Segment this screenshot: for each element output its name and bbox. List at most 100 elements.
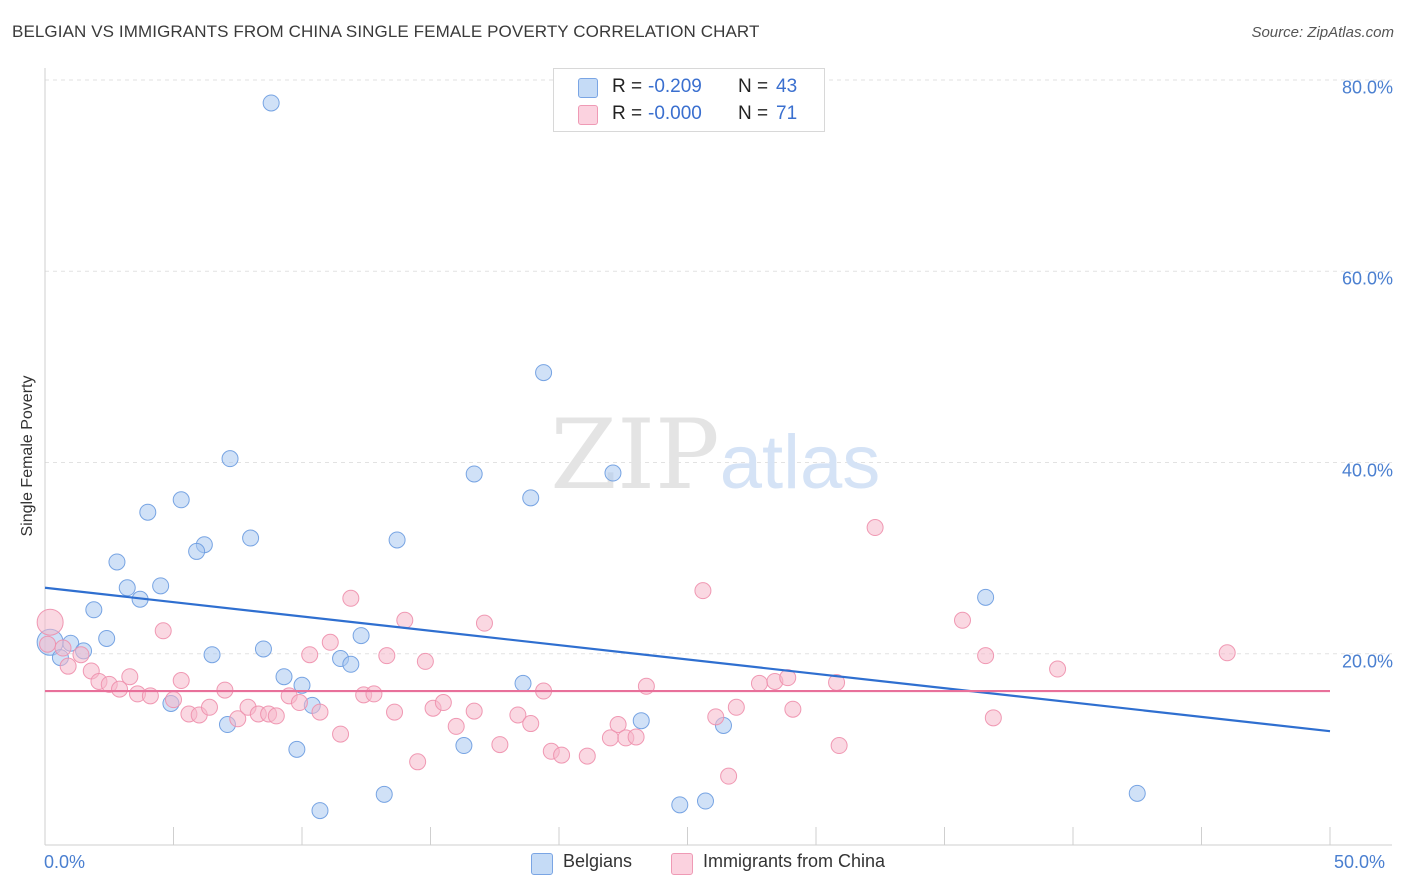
china-point — [627, 728, 645, 746]
watermark-atlas: atlas — [720, 420, 881, 505]
belgian-point — [352, 627, 370, 645]
belgian-point — [98, 629, 116, 647]
y-tick-label: 40.0% — [1341, 460, 1393, 480]
china-point — [609, 716, 627, 734]
china-point — [267, 707, 285, 725]
belgian-point — [342, 655, 360, 673]
legend-n-label: N = — [738, 76, 769, 97]
belgian-point — [293, 676, 311, 694]
x-tick-label-min: 0.0% — [44, 852, 86, 872]
china-point — [553, 746, 571, 764]
china-point — [321, 633, 339, 651]
china-point — [707, 708, 725, 726]
china-point — [977, 647, 995, 665]
china-point — [311, 703, 329, 721]
legend-r-label: R = — [612, 76, 643, 97]
belgian-point — [455, 737, 473, 755]
china-point — [1049, 660, 1067, 678]
belgian-point — [85, 601, 103, 619]
china-point — [727, 698, 745, 716]
china-point — [332, 725, 350, 743]
china-point — [36, 608, 64, 636]
china-point — [434, 694, 452, 712]
china-point — [111, 680, 129, 698]
y-tick-label: 20.0% — [1341, 651, 1393, 672]
china-point — [72, 646, 90, 664]
x-tick-label-max: 50.0% — [1334, 852, 1386, 872]
bottom-legend-label-china: Immigrants from China — [703, 851, 886, 871]
belgian-point — [221, 450, 239, 468]
bottom-legend-swatch-belgians — [531, 853, 553, 875]
belgian-point — [188, 542, 206, 560]
belgian-point — [311, 802, 329, 820]
china-point — [365, 685, 383, 703]
legend-r-value: -0.000 — [648, 103, 702, 124]
y-tick-label: 80.0% — [1341, 77, 1393, 98]
china-point — [386, 703, 404, 721]
china-point — [229, 710, 247, 728]
china-point — [39, 635, 57, 653]
china-point — [59, 657, 77, 675]
belgian-point — [604, 464, 622, 482]
legend-swatch-china — [578, 105, 598, 125]
legend-r-label: R = — [612, 103, 643, 124]
belgian-point — [388, 531, 406, 549]
correlation-legend: R = -0.209 N = 43 R = -0.000 N = 71 — [553, 68, 825, 132]
china-point — [522, 715, 540, 733]
belgian-point — [375, 785, 393, 803]
belgian-point — [242, 529, 260, 547]
belgian-point — [465, 465, 483, 483]
china-point — [984, 709, 1002, 727]
china-point — [165, 691, 182, 709]
china-point — [578, 747, 596, 765]
belgian-point — [172, 491, 190, 509]
legend-n-label: N = — [738, 103, 769, 124]
china-point — [830, 737, 848, 755]
belgian-point — [262, 94, 280, 112]
china-point — [154, 622, 172, 640]
china-point — [447, 717, 465, 735]
china-point — [172, 672, 190, 690]
belgian-point — [254, 640, 272, 658]
china-point — [509, 706, 527, 724]
legend-n-value: 43 — [776, 76, 798, 97]
belgian-point — [139, 503, 157, 521]
source-credit: Source: ZipAtlas.com — [1251, 24, 1394, 41]
belgian-point — [632, 712, 650, 730]
belgian-point — [977, 588, 995, 606]
bottom-legend-label-belgians: Belgians — [563, 851, 633, 871]
legend-n-value: 71 — [776, 103, 798, 124]
belgian-point — [535, 364, 553, 382]
legend-r-value: -0.209 — [648, 76, 702, 97]
belgian-point — [118, 579, 136, 597]
china-point — [694, 582, 712, 600]
china-point — [750, 674, 768, 692]
china-point — [416, 652, 434, 670]
belgian-point — [514, 674, 532, 692]
belgian-point — [1128, 784, 1146, 802]
belgian-point — [671, 796, 689, 814]
belgian-point — [288, 740, 306, 758]
belgian-trend-line — [44, 586, 1331, 733]
belgian-point — [275, 668, 293, 686]
legend-swatch-belgians — [578, 78, 598, 98]
belgian-point — [203, 646, 221, 664]
china-point — [720, 767, 738, 785]
china-point — [491, 736, 509, 754]
china-point — [54, 639, 72, 657]
bottom-legend-swatch-china — [671, 853, 693, 875]
china-point — [290, 694, 308, 712]
china-point — [1218, 644, 1236, 662]
belgian-point — [522, 489, 540, 507]
belgian-point — [108, 553, 126, 571]
china-point — [784, 700, 802, 718]
belgian-point — [696, 792, 714, 810]
china-point — [396, 611, 414, 629]
china-point — [378, 647, 396, 665]
china-point — [475, 614, 493, 632]
china-point — [342, 589, 360, 607]
chart-title: BELGIAN VS IMMIGRANTS FROM CHINA SINGLE … — [12, 22, 760, 41]
china-point — [953, 611, 971, 629]
china-point — [301, 646, 319, 664]
